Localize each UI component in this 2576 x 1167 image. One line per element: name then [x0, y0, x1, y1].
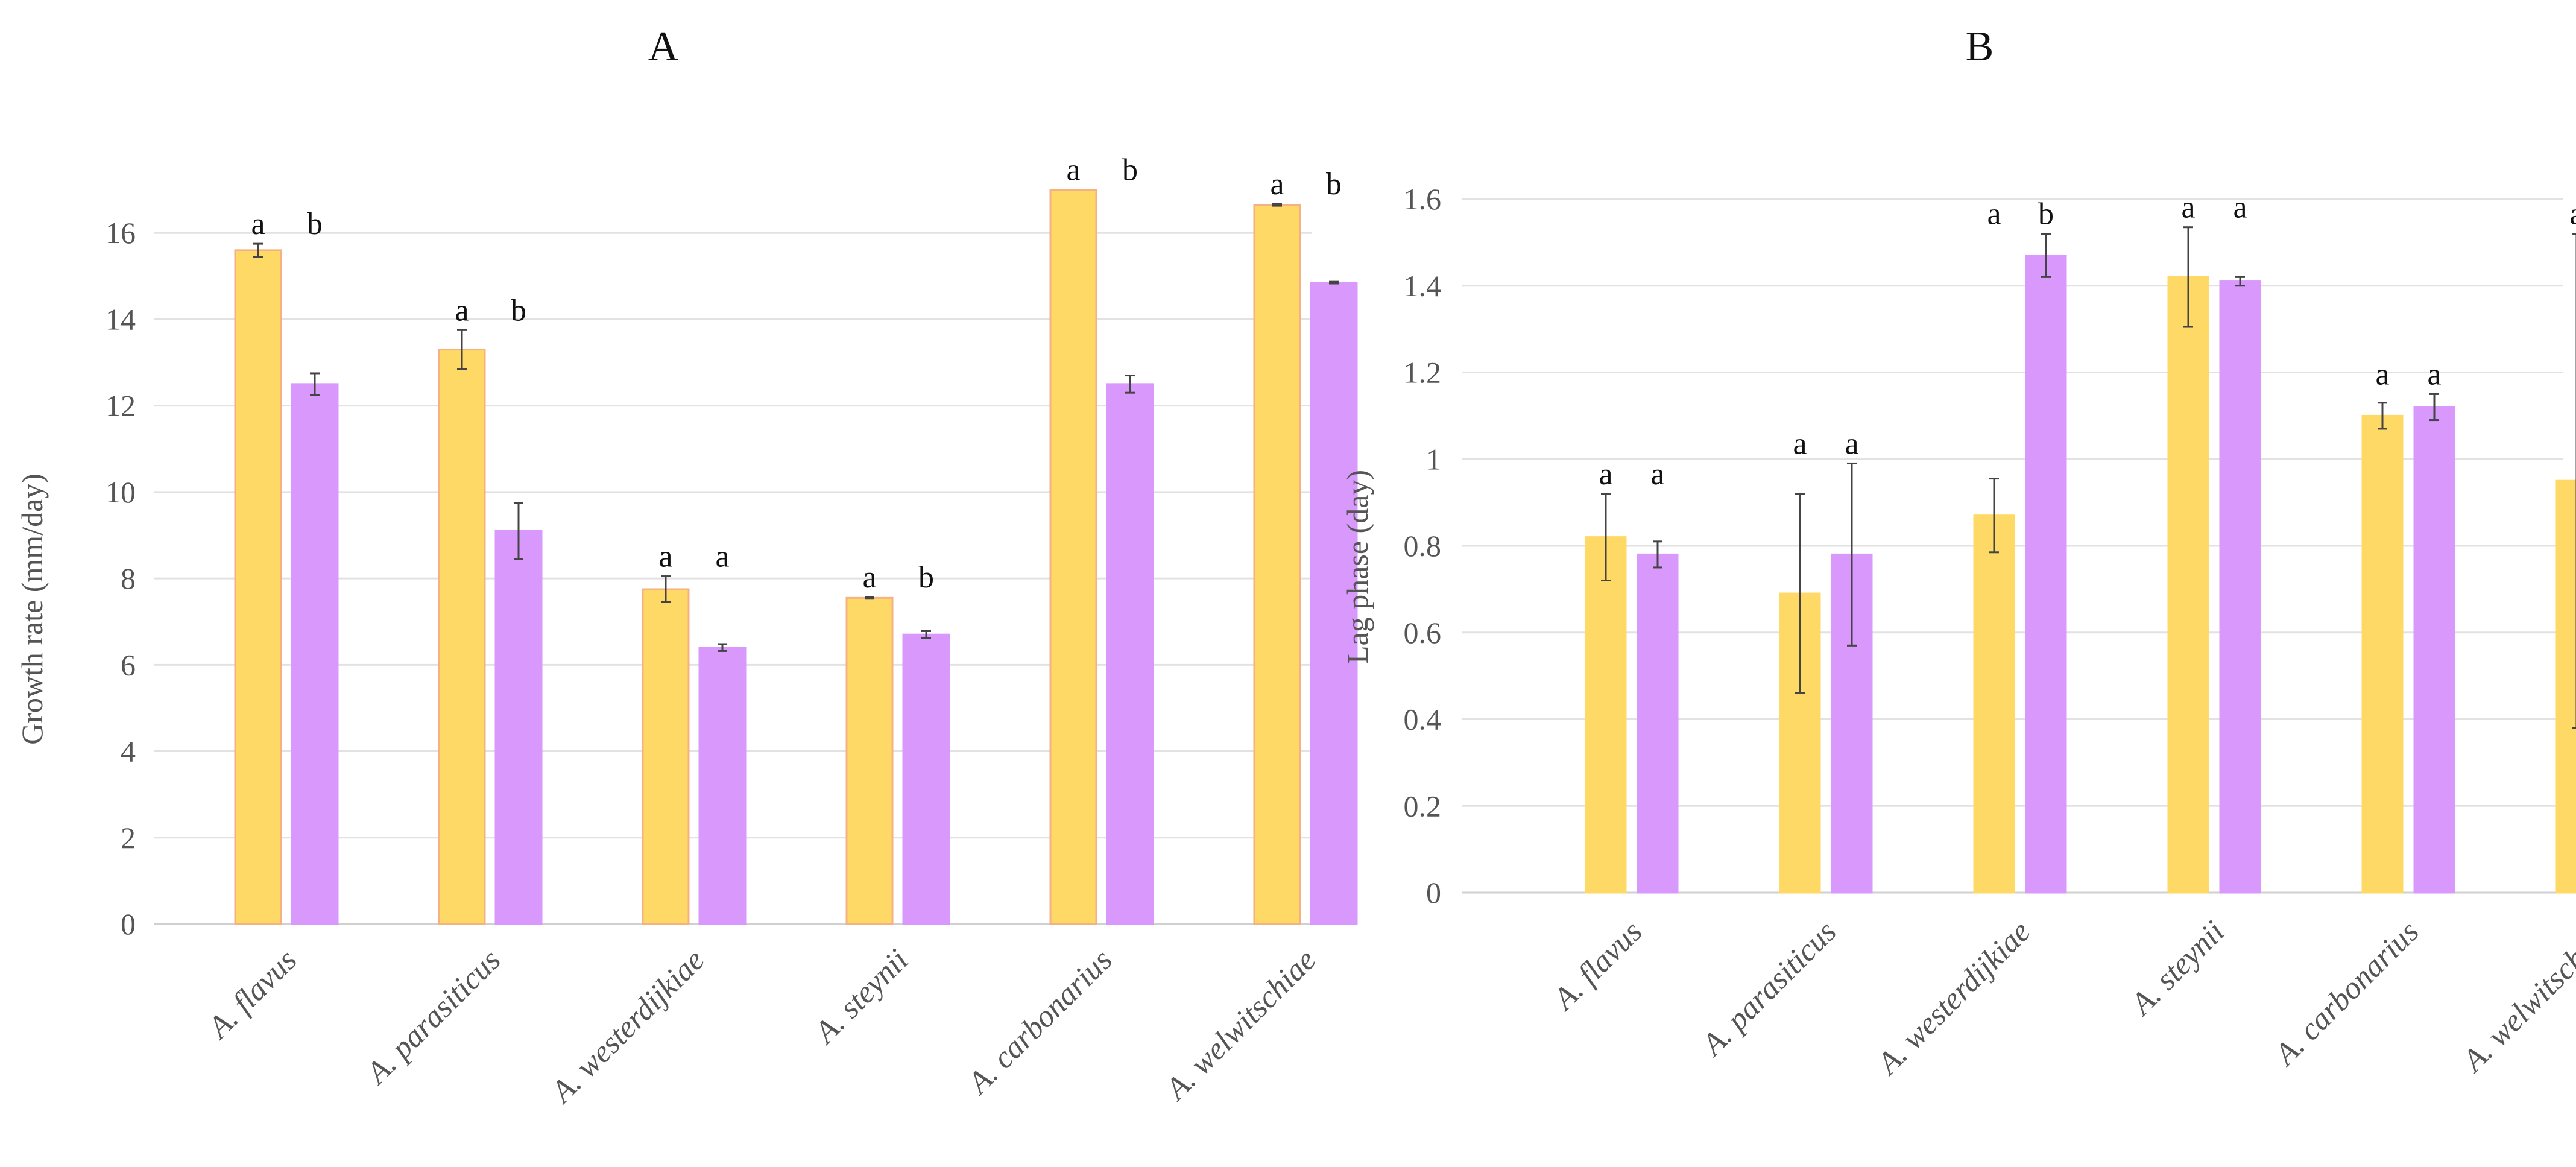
panel-b-y-tick-label: 1.6 — [1404, 182, 1442, 216]
panel-a-bar — [291, 383, 339, 925]
panel-a-significance-letter: b — [918, 560, 934, 595]
panel-a-significance-letter: a — [1270, 167, 1284, 201]
panel-b-y-tick-label: 1.4 — [1404, 269, 1442, 303]
panel-a-significance-letter: a — [1066, 153, 1080, 188]
panel-b-y-tick-label: 1.2 — [1404, 356, 1442, 390]
panel-a-y-tick-label: 16 — [106, 216, 136, 250]
panel-b-significance-letter: a — [2375, 357, 2389, 391]
panel-a-category-labels: A. flavus A. parasiticus A. westerdijkiae A… — [200, 943, 1322, 1110]
panel-a-bar — [1106, 383, 1154, 925]
panel-a-significance-letter: a — [658, 540, 672, 574]
panel-a-bar — [494, 530, 543, 925]
panel-b-bar — [2219, 280, 2261, 894]
panel-b-significance-letter: a — [2181, 191, 2195, 225]
panel-b-bars: aaaaabaaaaaa — [1585, 191, 2576, 894]
panel-a-gridlines — [154, 232, 1312, 925]
panel-b-bar — [1973, 514, 2015, 894]
panel-a-y-tick-label: 10 — [106, 475, 136, 509]
panel-b-y-tick-label: 0.2 — [1404, 789, 1442, 823]
panel-b-significance-letter: a — [1650, 457, 1664, 492]
panel-b-label: B — [1966, 24, 1994, 70]
panel-a-bar — [1049, 189, 1097, 925]
panel-a-significance-letter: b — [1122, 153, 1138, 188]
panel-a-label: A — [648, 24, 679, 70]
panel-a-y-tick-label: 4 — [121, 735, 136, 768]
panel-a-y-ticks: 0 2 4 6 8 10 12 14 16 — [106, 216, 136, 941]
panel-a-significance-letter: a — [862, 560, 876, 595]
panel-a-bar — [845, 596, 894, 925]
panel-a-bar — [642, 588, 690, 925]
panel-a-bar — [234, 249, 282, 925]
panel-a-y-tick-label: 6 — [121, 648, 136, 682]
panel-b-significance-letter: b — [2038, 197, 2054, 232]
panel-b-bar — [2555, 479, 2576, 894]
panel-b-y-tick-label: 0.4 — [1404, 703, 1442, 736]
panel-b-category-label: A. westerdijkiae — [1870, 914, 2038, 1082]
panel-a-y-tick-label: 12 — [106, 389, 136, 423]
panel-b-category-label: A. parasiticus — [1694, 914, 1843, 1063]
panel-a-y-tick-label: 0 — [121, 907, 136, 941]
panel-b-bar — [1585, 536, 1627, 894]
panel-a-significance-letter: a — [251, 207, 265, 241]
panel-b-bar — [2025, 254, 2067, 894]
panel-a-significance-letter: b — [307, 207, 323, 241]
panel-a-y-tick-label: 8 — [121, 561, 136, 595]
panel-b-bar — [2361, 414, 2404, 894]
panel-b-bar — [1637, 553, 1679, 894]
panel-b-y-tick-label: 0.6 — [1404, 616, 1442, 650]
panel-b-y-tick-label: 0.8 — [1404, 529, 1442, 563]
panel-a-significance-letter: a — [455, 293, 469, 327]
panel-b-category-label: A. steynii — [2123, 914, 2231, 1022]
panel-b-significance-letter: a — [2233, 191, 2247, 225]
panel-a-y-axis-title: Growth rate (mm/day) — [15, 473, 49, 745]
panel-a-category-label: A. parasiticus — [359, 943, 508, 1092]
panel-a-bar — [1253, 204, 1301, 925]
panel-b-bar — [2167, 276, 2209, 894]
panel-b-significance-letter: a — [2427, 357, 2441, 391]
panel-a-category-label: A. westerdijkiae — [544, 943, 712, 1110]
panel-b-significance-letter: a — [1845, 426, 1858, 461]
panel-a-y-tick-label: 14 — [106, 302, 136, 336]
panel-a-bar — [438, 349, 486, 925]
panel-b-y-tick-label: 1 — [1426, 442, 1441, 476]
panel-a-y-tick-label: 2 — [121, 821, 136, 855]
panel-a-significance-letter: a — [715, 540, 729, 574]
panel-a-category-label: A. carbonarius — [960, 943, 1119, 1101]
panel-a-significance-letter: b — [511, 293, 526, 327]
panel-a-bars: a b a b a a a b a b a b — [234, 153, 1358, 925]
panel-b: B Lag phase (day) 0 0.2 0.4 0.6 0.8 1 1.2 1.4 1.… — [1340, 24, 2576, 1082]
panel-a-category-label: A. flavus — [200, 943, 303, 1046]
panel-b-significance-letter: a — [1793, 426, 1807, 461]
panel-b-bar — [2413, 406, 2455, 894]
panel-b-category-label: A. welwitschiae — [2455, 914, 2576, 1079]
panel-b-significance-letter: a — [1599, 457, 1612, 492]
panel-a-bar — [1310, 282, 1358, 925]
panel-b-y-ticks: 0 0.2 0.4 0.6 0.8 1 1.2 1.4 1.6 — [1404, 182, 1442, 909]
panel-a-category-label: A. steynii — [807, 943, 915, 1051]
panel-b-y-tick-label: 0 — [1426, 876, 1441, 909]
panel-b-category-labels: A. flavus A. parasiticus A. westerdijkiae A… — [1545, 914, 2576, 1082]
panel-b-category-label: A. flavus — [1545, 914, 1649, 1017]
panel-a-bar — [902, 633, 950, 925]
panel-a-category-label: A. welwitschiae — [1158, 943, 1322, 1107]
panel-a-bar — [698, 647, 747, 925]
panel-b-significance-letter: a — [1987, 197, 2001, 232]
panel-b-y-axis-title: Lag phase (day) — [1340, 470, 1374, 664]
panel-a-significance-letter: b — [1326, 167, 1342, 201]
panel-b-significance-letter: a — [2569, 197, 2576, 232]
panel-b-category-label: A. carbonarius — [2267, 914, 2425, 1073]
